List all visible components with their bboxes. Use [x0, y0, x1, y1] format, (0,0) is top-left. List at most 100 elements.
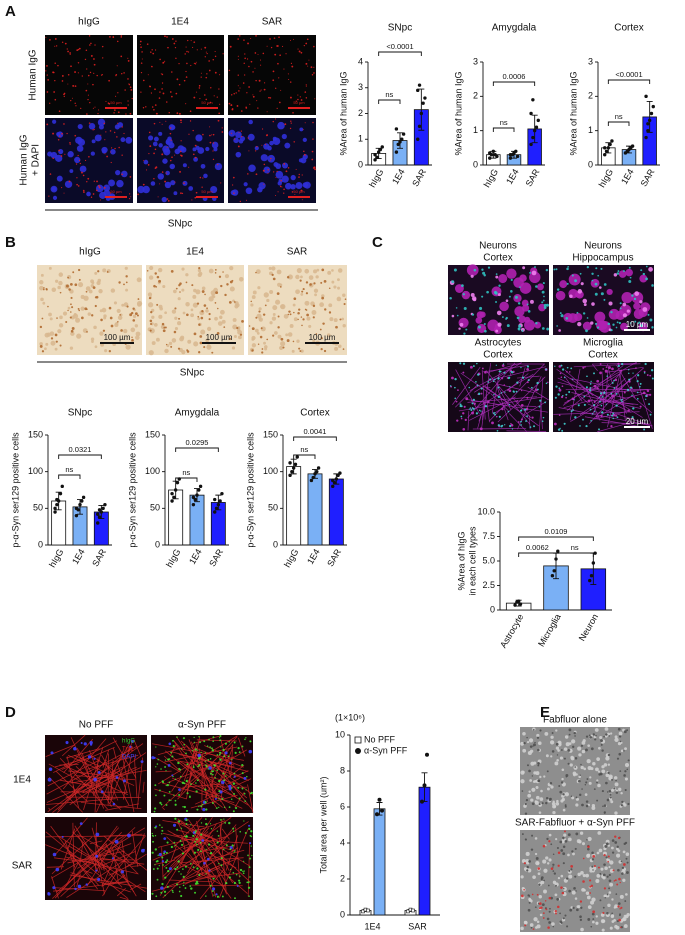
cell: [233, 792, 236, 795]
comparison-label: ns: [500, 118, 508, 127]
cell: [465, 328, 468, 331]
cell: [520, 741, 524, 746]
cell: [524, 924, 527, 927]
cell: [153, 810, 156, 813]
cell: [578, 775, 582, 779]
cell: [564, 735, 569, 739]
cell: [554, 761, 559, 766]
cell: [185, 70, 187, 73]
cell: [250, 60, 253, 63]
cell: [248, 895, 250, 897]
cell: [533, 917, 538, 922]
fiber: [93, 766, 123, 781]
scale-bar-label: 50 µm: [110, 100, 122, 105]
cell: [154, 834, 157, 837]
cell: [198, 805, 200, 808]
cell: [629, 386, 633, 389]
cell: [607, 855, 610, 858]
cell: [84, 159, 87, 162]
cell: [620, 906, 623, 909]
cell: [595, 415, 598, 418]
cell: [526, 368, 529, 371]
cell: [140, 91, 142, 93]
cell: [618, 752, 622, 756]
cell: [598, 428, 600, 431]
cell: [208, 60, 210, 62]
cell: [232, 871, 235, 874]
cell: [162, 158, 168, 164]
cell: [571, 739, 576, 744]
cell: [260, 64, 262, 66]
cell: [96, 280, 101, 286]
cell: [159, 121, 161, 123]
cell: [261, 351, 264, 354]
y-tick-label: 50: [150, 503, 160, 513]
cell: [250, 37, 252, 40]
comparison-bracket: [293, 454, 316, 459]
cell: [645, 398, 647, 400]
cell: [69, 143, 71, 145]
cell: [269, 289, 274, 294]
cell: [80, 306, 85, 311]
cell: [169, 163, 176, 170]
cell: [178, 794, 181, 797]
cell: [328, 311, 332, 314]
cell: [88, 35, 91, 37]
cell: [132, 307, 135, 310]
y-axis-label: in each cell types: [467, 526, 477, 596]
cell: [563, 312, 573, 323]
cell: [247, 173, 249, 175]
cell: [102, 57, 104, 59]
cell: [195, 61, 197, 63]
cell: [250, 830, 253, 833]
cell: [204, 788, 207, 791]
fiber: [59, 757, 108, 810]
cell: [468, 386, 471, 389]
cell: [179, 150, 182, 153]
cell: [461, 284, 464, 288]
cell: [539, 775, 542, 779]
cell: [579, 272, 582, 275]
cell: [43, 287, 45, 289]
cell: [98, 289, 103, 294]
fiber: [577, 394, 589, 404]
cell: [255, 271, 257, 274]
cell: [574, 735, 576, 737]
cell: [64, 180, 73, 188]
cell: [616, 853, 621, 858]
cell: [55, 154, 63, 162]
cell: [521, 329, 524, 332]
cell: [616, 845, 619, 848]
cell: [313, 288, 319, 293]
cell: [101, 307, 107, 313]
cell: [113, 112, 115, 114]
cell: [605, 781, 608, 785]
cell: [90, 196, 93, 198]
cell: [49, 317, 53, 321]
data-point: [649, 111, 654, 116]
fiber: [556, 368, 606, 403]
cell: [92, 129, 94, 131]
cell: [589, 776, 592, 779]
cell: [218, 806, 220, 808]
y-tick-label: 1: [588, 125, 593, 135]
cell: [153, 108, 155, 111]
data-point: [518, 602, 523, 606]
cell: [617, 362, 620, 365]
cell: [149, 85, 151, 88]
cell: [524, 316, 531, 323]
cell: [624, 900, 627, 902]
cell: [206, 53, 208, 55]
cell: [85, 286, 91, 291]
data-point: [554, 557, 558, 561]
cell: [63, 93, 65, 96]
cell: [94, 134, 102, 142]
cell: [516, 400, 519, 402]
cell: [591, 851, 594, 855]
cell: [218, 736, 221, 739]
data-point: [288, 461, 292, 465]
cell: [156, 275, 160, 279]
y-tick-label: 2: [473, 91, 478, 101]
x-tick-label: SAR: [325, 547, 343, 568]
cell: [550, 867, 554, 870]
